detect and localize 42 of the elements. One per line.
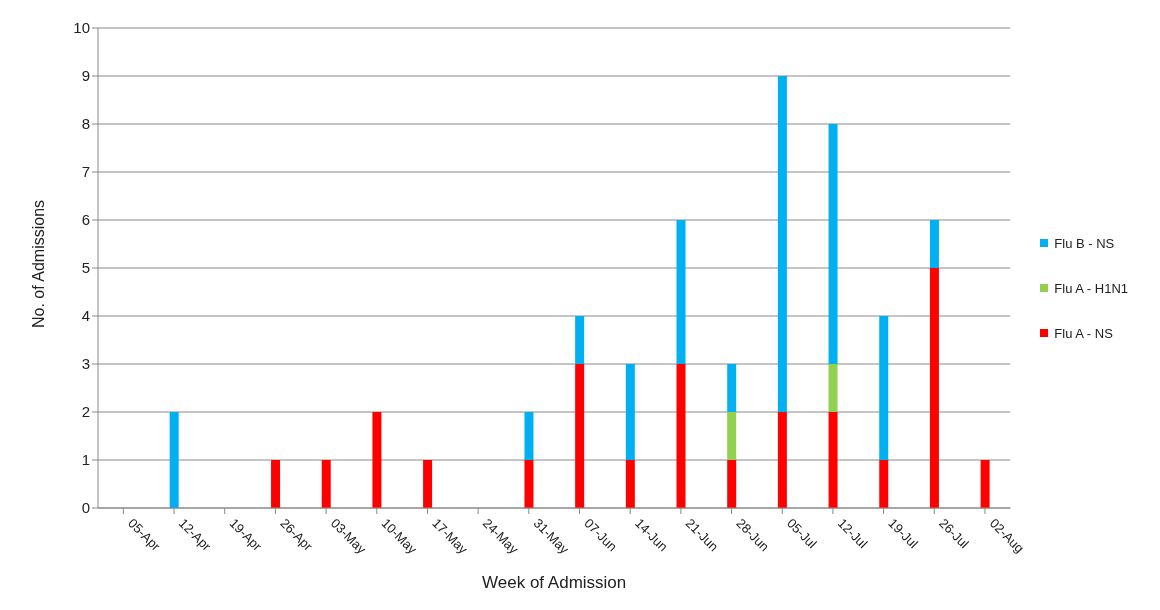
y-tick-label: 9 <box>81 67 90 85</box>
bar <box>929 268 939 508</box>
bar <box>676 220 686 364</box>
bar <box>372 412 382 508</box>
bar <box>828 364 838 412</box>
legend-label: Flu A - NS <box>1054 325 1113 341</box>
bar <box>271 460 281 508</box>
bar <box>828 412 838 508</box>
y-tick-label: 7 <box>81 163 90 181</box>
bar <box>879 460 889 508</box>
bar <box>980 460 990 508</box>
x-axis-title: Week of Admission <box>482 573 627 592</box>
bar <box>625 460 635 508</box>
bar <box>879 316 889 460</box>
bar <box>676 364 686 508</box>
bar <box>929 220 939 268</box>
bar <box>524 460 534 508</box>
y-tick-label: 1 <box>81 451 90 469</box>
y-tick-label: 5 <box>81 259 90 277</box>
bar <box>828 124 838 364</box>
bar <box>575 316 585 364</box>
bar <box>625 364 635 460</box>
bar <box>727 364 737 412</box>
y-axis-title: No. of Admissions <box>29 199 47 328</box>
legend-label: Flu A - H1N1 <box>1054 280 1128 296</box>
bar <box>321 460 331 508</box>
bar <box>575 364 585 508</box>
y-tick-label: 10 <box>73 19 90 37</box>
y-tick-label: 3 <box>81 355 90 373</box>
y-tick-label: 8 <box>81 115 90 133</box>
bar <box>777 76 787 412</box>
y-tick-label: 2 <box>81 403 90 421</box>
y-tick-label: 6 <box>81 211 90 229</box>
bar <box>727 412 737 460</box>
y-tick-label: 4 <box>81 307 90 325</box>
bar <box>524 412 534 460</box>
bar <box>169 412 179 508</box>
legend-label: Flu B - NS <box>1054 235 1115 251</box>
bar <box>727 460 737 508</box>
bar <box>777 412 787 508</box>
y-tick-label: 0 <box>81 499 90 517</box>
bar <box>423 460 433 508</box>
